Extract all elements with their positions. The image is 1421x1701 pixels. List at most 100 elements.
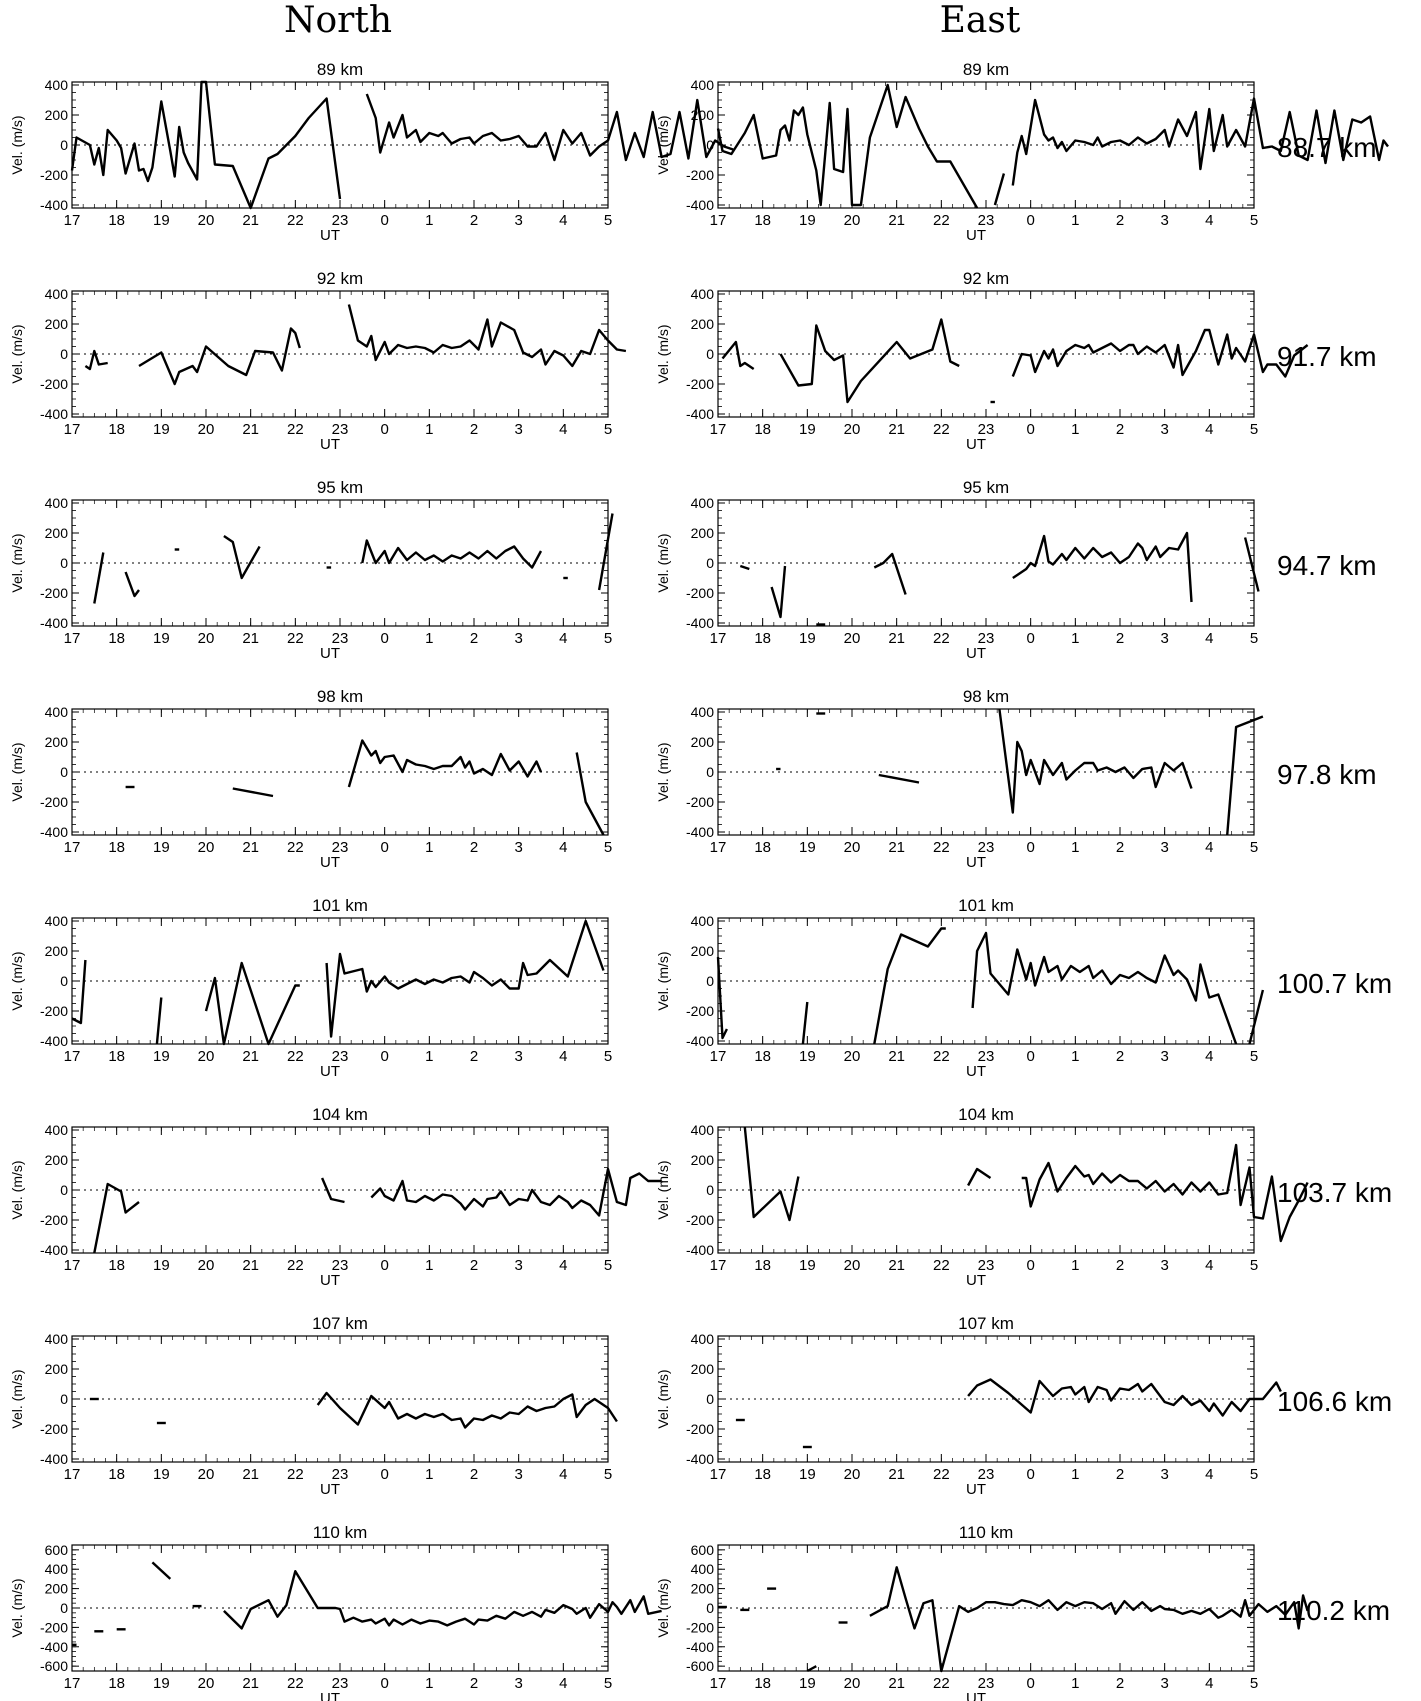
y-tick-label: -200 — [40, 1003, 68, 1019]
velocity-series-line — [84, 349, 108, 371]
x-tick-label: 2 — [470, 839, 478, 856]
x-tick-label: 3 — [1160, 839, 1168, 856]
velocity-series-line — [873, 927, 946, 1045]
y-tick-label: 400 — [691, 1561, 715, 1577]
y-tick-label: -400 — [40, 1242, 68, 1258]
x-tick-label: 17 — [710, 1466, 727, 1483]
velocity-series-line — [993, 173, 1006, 206]
x-tick-label: 0 — [1026, 1466, 1034, 1483]
x-tick-label: 0 — [1026, 212, 1034, 229]
x-axis-label: UT — [966, 436, 986, 453]
x-tick-label: 4 — [559, 839, 567, 856]
y-tick-label: 200 — [45, 734, 69, 750]
x-tick-label: 19 — [799, 839, 816, 856]
y-tick-label: 200 — [691, 1581, 715, 1597]
x-tick-label: 20 — [844, 1466, 861, 1483]
y-tick-label: 400 — [691, 913, 715, 929]
velocity-series-line — [232, 787, 274, 798]
x-tick-label: 21 — [242, 1048, 259, 1065]
velocity-series-line — [365, 93, 734, 162]
velocity-series-line — [716, 83, 979, 209]
x-tick-label: 2 — [1116, 1048, 1124, 1065]
x-tick-label: 0 — [380, 839, 388, 856]
x-tick-label: 17 — [64, 1257, 81, 1274]
x-tick-label: 1 — [1071, 839, 1079, 856]
x-tick-label: 21 — [242, 839, 259, 856]
x-tick-label: 23 — [332, 212, 349, 229]
x-tick-label: 23 — [332, 839, 349, 856]
y-tick-label: -200 — [40, 794, 68, 810]
x-tick-label: 18 — [754, 212, 771, 229]
x-tick-label: 20 — [844, 421, 861, 438]
panel-title: 95 km — [317, 478, 363, 497]
y-tick-label: -400 — [686, 1639, 714, 1655]
plot-frame — [717, 1544, 1255, 1672]
x-tick-label: 17 — [710, 421, 727, 438]
x-tick-label: 19 — [153, 630, 170, 647]
y-axis-label: Vel. (m/s) — [9, 951, 25, 1010]
y-tick-label: 400 — [45, 1561, 69, 1577]
y-tick-label: -600 — [686, 1658, 714, 1674]
x-tick-label: 19 — [799, 212, 816, 229]
x-tick-label: 20 — [198, 1257, 215, 1274]
velocity-series-line — [1011, 328, 1309, 378]
y-axis-label: Vel. (m/s) — [655, 742, 671, 801]
y-tick-label: 0 — [706, 137, 714, 153]
y-tick-label: 400 — [45, 913, 69, 929]
x-tick-label: 0 — [1026, 421, 1034, 438]
altitude-label: 97.8 km — [1277, 759, 1377, 790]
velocity-series-line — [971, 931, 1238, 1045]
x-axis-label: UT — [966, 1272, 986, 1289]
plot-frame — [71, 917, 609, 1045]
y-tick-label: 200 — [45, 1152, 69, 1168]
x-tick-label: 18 — [754, 1257, 771, 1274]
x-tick-label: 5 — [604, 630, 612, 647]
panel-title: 101 km — [958, 896, 1014, 915]
x-tick-label: 22 — [933, 1257, 950, 1274]
x-tick-label: 3 — [514, 421, 522, 438]
y-tick-label: -400 — [686, 824, 714, 840]
x-tick-label: 2 — [470, 1048, 478, 1065]
x-tick-label: 18 — [754, 630, 771, 647]
x-axis-label: UT — [320, 854, 340, 871]
x-tick-label: 22 — [287, 1466, 304, 1483]
x-tick-label: 20 — [198, 630, 215, 647]
x-tick-label: 20 — [844, 1675, 861, 1692]
x-tick-label: 23 — [978, 1257, 995, 1274]
x-tick-label: 22 — [287, 1257, 304, 1274]
y-tick-label: 400 — [691, 286, 715, 302]
x-tick-label: 0 — [1026, 1048, 1034, 1065]
velocity-series-line — [1243, 537, 1260, 592]
x-tick-label: 17 — [64, 630, 81, 647]
x-tick-label: 1 — [1071, 1048, 1079, 1065]
x-tick-label: 22 — [287, 421, 304, 438]
x-tick-label: 20 — [198, 839, 215, 856]
altitude-label: 106.6 km — [1277, 1386, 1392, 1417]
x-tick-label: 1 — [1071, 1466, 1079, 1483]
y-tick-label: 400 — [45, 495, 69, 511]
x-tick-label: 17 — [710, 1048, 727, 1065]
y-tick-label: 0 — [706, 346, 714, 362]
altitude-label: 100.7 km — [1277, 968, 1392, 999]
x-tick-label: 19 — [153, 212, 170, 229]
x-tick-label: 18 — [108, 1257, 125, 1274]
plot-frame — [717, 1335, 1255, 1463]
x-tick-label: 5 — [1250, 1048, 1258, 1065]
velocity-series-line — [93, 1182, 140, 1254]
x-axis-label: UT — [966, 645, 986, 662]
x-tick-label: 2 — [470, 421, 478, 438]
x-tick-label: 5 — [604, 1257, 612, 1274]
east-column-title: East — [939, 0, 1021, 41]
y-tick-label: -200 — [40, 167, 68, 183]
x-tick-label: 19 — [153, 421, 170, 438]
y-tick-label: 0 — [706, 1391, 714, 1407]
x-tick-label: 21 — [242, 421, 259, 438]
x-tick-label: 17 — [710, 212, 727, 229]
x-tick-label: 5 — [604, 1675, 612, 1692]
